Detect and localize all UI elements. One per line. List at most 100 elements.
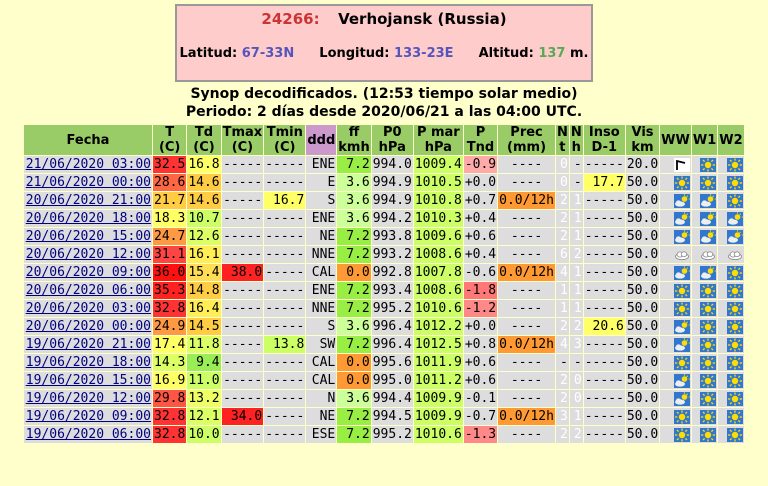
longitude-value: 133-23E [394, 46, 454, 61]
cell-ddd: S [306, 318, 337, 335]
cell-td: 13.2 [187, 390, 221, 407]
sun-icon [673, 301, 690, 316]
partly-cloudy-icon [700, 265, 717, 280]
sun-icon [700, 301, 717, 316]
cell-t: 24.9 [153, 318, 187, 335]
cell-pmar: 1010.8 [413, 192, 463, 209]
cell-p0: 992.8 [371, 264, 413, 281]
cell-p0: 994.0 [371, 156, 413, 173]
cell-inso: ----- [583, 390, 625, 407]
sun-icon [726, 283, 743, 298]
cell-ww [660, 390, 691, 407]
cell-ptnd: +0.0 [463, 318, 498, 335]
cell-t: 32.8 [153, 426, 187, 443]
cell-w1 [691, 372, 718, 389]
cell-ptnd: -0.1 [463, 390, 498, 407]
sun-icon [700, 373, 717, 388]
date-link[interactable]: 19/06/2020 21:00 [25, 337, 151, 352]
cell-fecha: 21/06/2020 03:00 [24, 156, 152, 173]
cell-vis: 50.0 [625, 372, 660, 389]
col-ff: ff kmh [337, 125, 371, 155]
cell-vis: 50.0 [625, 426, 660, 443]
cell-fecha: 20/06/2020 12:00 [24, 246, 152, 263]
cell-nt: 2 [555, 426, 569, 443]
date-link[interactable]: 20/06/2020 12:00 [25, 247, 151, 262]
cell-w2 [718, 246, 744, 263]
sun-icon [726, 427, 743, 442]
cell-nt: 0 [555, 156, 569, 173]
sun-icon [700, 427, 717, 442]
cell-p0: 995.0 [371, 372, 413, 389]
cell-ww [660, 318, 691, 335]
cell-w2 [718, 192, 744, 209]
station-title: 24266: Verhojansk (Russia) [177, 10, 591, 28]
date-link[interactable]: 21/06/2020 00:00 [25, 175, 151, 190]
cell-pmar: 1009.4 [413, 156, 463, 173]
sun-icon [726, 391, 743, 406]
date-link[interactable]: 20/06/2020 21:00 [25, 193, 151, 208]
partly-cloudy-icon [726, 211, 743, 226]
cell-ddd: NE [306, 408, 337, 425]
cell-tmin: ----- [264, 390, 306, 407]
table-row: 20/06/2020 18:00 18.3 10.7 ----- ----- ENE 3.6… [24, 210, 744, 227]
table-row: 20/06/2020 21:00 21.7 14.6 ----- 16.7 S 3.6 994… [24, 192, 744, 209]
cell-ddd: S [306, 192, 337, 209]
cell-td: 11.0 [187, 372, 221, 389]
altitude-unit: m. [569, 46, 589, 61]
date-link[interactable]: 20/06/2020 15:00 [25, 229, 151, 244]
date-link[interactable]: 19/06/2020 18:00 [25, 355, 151, 370]
cell-ddd: ESE [306, 426, 337, 443]
cell-nh: 3 [569, 336, 583, 353]
cell-ff: 7.2 [337, 408, 371, 425]
date-link[interactable]: 19/06/2020 12:00 [25, 391, 151, 406]
cell-ww [660, 408, 691, 425]
date-link[interactable]: 20/06/2020 06:00 [25, 283, 151, 298]
cell-w2 [718, 354, 744, 371]
cell-ww [660, 282, 691, 299]
cell-pmar: 1012.5 [413, 336, 463, 353]
partly-cloudy-icon [673, 337, 690, 352]
cell-ww [660, 426, 691, 443]
cell-nh: - [569, 156, 583, 173]
cell-ww [660, 156, 691, 173]
cell-tmax: 38.0 [221, 264, 264, 281]
cell-tmax: ----- [221, 192, 264, 209]
table-row: 21/06/2020 00:00 28.6 14.6 ----- ----- E 3.6 99… [24, 174, 744, 191]
sun-icon [700, 157, 717, 172]
table-row: 19/06/2020 21:00 17.4 11.8 ----- 13.8 SW 7.2 99… [24, 336, 744, 353]
cell-prec: ---- [498, 372, 555, 389]
sun-icon [700, 337, 717, 352]
cell-w2 [718, 282, 744, 299]
date-link[interactable]: 20/06/2020 03:00 [25, 301, 151, 316]
date-link[interactable]: 19/06/2020 09:00 [25, 409, 151, 424]
date-link[interactable]: 20/06/2020 18:00 [25, 211, 151, 226]
date-link[interactable]: 20/06/2020 00:00 [25, 319, 151, 334]
date-link[interactable]: 21/06/2020 03:00 [25, 157, 151, 172]
col-p0: P0 hPa [371, 125, 413, 155]
cell-fecha: 20/06/2020 09:00 [24, 264, 152, 281]
station-name: Verhojansk (Russia) [338, 10, 507, 28]
date-link[interactable]: 19/06/2020 15:00 [25, 373, 151, 388]
cell-w2 [718, 372, 744, 389]
cell-nt: 1 [555, 282, 569, 299]
cell-tmin: ----- [264, 300, 306, 317]
date-link[interactable]: 20/06/2020 09:00 [25, 265, 151, 280]
cell-nh: 1 [569, 408, 583, 425]
cell-fecha: 20/06/2020 21:00 [24, 192, 152, 209]
table-row: 20/06/2020 03:00 32.8 16.4 ----- ----- NNE 7.2… [24, 300, 744, 317]
cell-vis: 50.0 [625, 408, 660, 425]
cell-ww [660, 246, 691, 263]
cell-inso: ----- [583, 246, 625, 263]
col-t: T (C) [153, 125, 187, 155]
cell-vis: 50.0 [625, 228, 660, 245]
sun-icon [726, 355, 743, 370]
cell-fecha: 19/06/2020 06:00 [24, 426, 152, 443]
sun-icon [700, 283, 717, 298]
station-coordinates: Latitud: 67-33N Longitud: 133-23E Altitu… [177, 46, 591, 61]
cell-ww [660, 192, 691, 209]
latitude-value: 67-33N [241, 46, 295, 61]
cell-fecha: 19/06/2020 09:00 [24, 408, 152, 425]
synop-table: Fecha T (C) Td (C) Tmax (C) Tmin (C) ddd ff k… [23, 124, 745, 444]
date-link[interactable]: 19/06/2020 06:00 [25, 427, 151, 442]
cell-t: 32.5 [153, 156, 187, 173]
